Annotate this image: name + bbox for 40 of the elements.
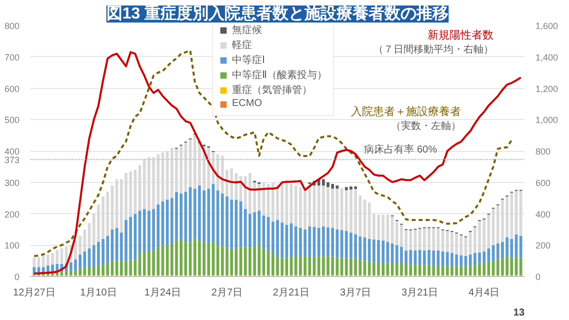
x-tick-label: 2月7日	[211, 288, 243, 298]
x-tick-label: 12月27日	[13, 288, 56, 298]
y-tick-label: 300	[4, 178, 20, 188]
y2-tick-label: 200	[536, 240, 551, 251]
y2-tick-label: 800	[536, 146, 551, 156]
text: 新規陽性者数	[427, 28, 494, 42]
y-tick-label: 600	[4, 84, 20, 94]
x-tick-label: 3月7日	[340, 288, 372, 298]
annotation: （実数・左軸）	[391, 120, 462, 132]
text: 入院患者＋施設療養者	[351, 104, 462, 118]
y-tick-label: 373	[4, 154, 20, 165]
ref-line-label: 病床占有率 60%	[364, 143, 438, 156]
y-tick-label: 200	[4, 209, 20, 220]
legend-label: 中等症Ⅰ	[232, 54, 265, 67]
legend-label: ECMO	[232, 98, 262, 109]
x-tick-label: 3月21日	[401, 288, 438, 298]
annotation: （７日間移動平均・右軸）	[373, 43, 494, 56]
legend-label: 軽症	[232, 38, 252, 52]
y2-tick-label: 1,200	[536, 84, 558, 94]
y-tick-label: 500	[4, 115, 20, 126]
legend-label: 重症（気管挿管）	[232, 84, 312, 97]
legend-label: 無症候	[232, 24, 262, 37]
y2-tick-label: 0	[536, 272, 541, 282]
y-tick-label: 0	[14, 272, 20, 282]
y-tick-label: 800	[4, 21, 20, 31]
legend-label: 中等症Ⅱ（酸素投与）	[232, 68, 327, 82]
y2-tick-label: 400	[536, 209, 551, 220]
x-tick-label: 2月21日	[272, 288, 310, 298]
x-tick-label: 1月10日	[80, 288, 117, 298]
y2-tick-label: 600	[536, 178, 551, 188]
x-tick-label: 1月24日	[144, 288, 182, 298]
y2-tick-label: 1,400	[536, 52, 558, 62]
y2-tick-label: 1,000	[536, 115, 558, 126]
y-tick-label: 100	[4, 240, 20, 251]
chart-title: 図13 重症度別入院患者数と施設療養者数の推移	[106, 4, 449, 22]
y2-tick-label: 1,600	[536, 21, 558, 31]
y-tick-label: 400	[4, 146, 20, 156]
x-tick-label: 4月4日	[468, 288, 500, 298]
text: 13	[513, 308, 525, 318]
y-tick-label: 700	[4, 52, 20, 62]
